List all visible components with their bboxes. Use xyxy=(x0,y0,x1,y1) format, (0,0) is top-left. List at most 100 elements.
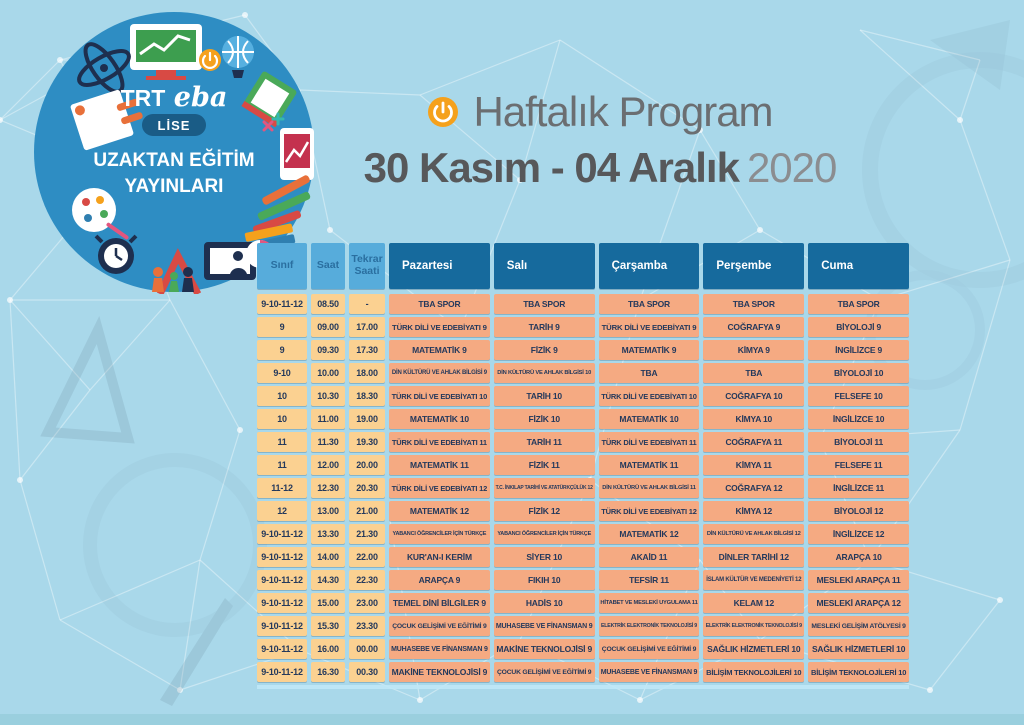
lesson-cell: DİN KÜLTÜRÜ VE AHLAK BİLGİSİ 12 xyxy=(703,524,805,544)
lesson-cell: MUHASEBE VE FİNANSMAN 9 xyxy=(389,639,490,659)
lesson-cell-label: MATEMATİK 9 xyxy=(621,345,677,355)
table-row: 9-10-11-12 13.30 21.30 YABANCI ÖĞRENCİLER İ… xyxy=(257,524,909,544)
atom-icon xyxy=(77,42,131,94)
table-row: 12 13.00 21.00 MATEMATİK 12 FİZİK 12 TÜRK DİL… xyxy=(257,501,909,521)
lesson-cell: SAĞLIK HİZMETLERİ 10 xyxy=(703,639,805,659)
table-row: 11 11.30 19.30 TÜRK DİLİ VE EDEBİYATI 11 TAR… xyxy=(257,432,909,452)
repeat-cell: 19.00 xyxy=(349,409,385,429)
lesson-cell-label: MAKİNE TEKNOLOJİSİ 9 xyxy=(496,644,593,654)
table-row: 11 12.00 20.00 MATEMATİK 11 FİZİK 11 MATEMATİ… xyxy=(257,455,909,475)
table-row: 9-10-11-12 14.00 22.00 KUR'AN-I KERİM SİYER … xyxy=(257,547,909,567)
lesson-cell-label: KİMYA 10 xyxy=(735,414,773,424)
lesson-cell-label: MATEMATİK 10 xyxy=(409,414,469,424)
lesson-cell: MUHASEBE VE FİNANSMAN 9 xyxy=(598,662,700,682)
lesson-cell-label: BİLİŞİM TEKNOLOJİLERİ 10 xyxy=(706,667,802,677)
lesson-cell-label: MUHASEBE VE FİNANSMAN 9 xyxy=(391,645,488,653)
class-cell: 9-10-11-12 xyxy=(257,639,307,659)
table-row: 9-10-11-12 16.30 00.30 MAKİNE TEKNOLOJİSİ 9… xyxy=(257,662,909,682)
time-cell: 09.00 xyxy=(311,317,345,337)
lesson-cell: COĞRAFYA 10 xyxy=(703,386,805,406)
page-title: Haftalık Program xyxy=(473,88,773,135)
lesson-cell: FİZİK 10 xyxy=(493,409,595,429)
palette-icon xyxy=(72,188,129,240)
lesson-cell: TARİH 11 xyxy=(493,432,595,452)
lesson-cell-label: ÇOCUK GELİŞİMİ VE EĞİTİMİ 9 xyxy=(497,668,592,676)
lesson-cell-label: ARAPÇA 10 xyxy=(835,552,882,562)
table-row: 9-10-11-12 16.00 00.00 MUHASEBE VE FİNANSMA… xyxy=(257,639,909,659)
lesson-cell-label: TÜRK DİLİ VE EDEBİYATI 9 xyxy=(601,322,697,332)
time-cell-label: 10.30 xyxy=(317,391,339,401)
repeat-cell: 23.00 xyxy=(349,593,385,613)
time-cell-label: 09.30 xyxy=(317,345,339,355)
lesson-cell-label: BİLİŞİM TEKNOLOJİLERİ 10 xyxy=(810,667,907,677)
lesson-cell-label: TBA SPOR xyxy=(627,299,670,309)
lesson-cell: FELSEFE 11 xyxy=(808,455,909,475)
notebook-icon xyxy=(241,71,297,128)
time-cell-label: 14.30 xyxy=(317,575,339,585)
lesson-cell-label: YABANCI ÖĞRENCİLER İÇİN TÜRKÇE xyxy=(497,531,592,537)
class-cell-label: 10 xyxy=(277,414,287,424)
lesson-cell-label: MAKİNE TEKNOLOJİSİ 9 xyxy=(391,667,488,677)
lesson-cell: AKAİD 11 xyxy=(598,547,700,567)
schedule-table: Sınıf Saat Tekrar Saati Pazartesi Salı Ç… xyxy=(257,243,909,685)
table-row: 9-10-11-12 14.30 22.30 ARAPÇA 9 FIKIH 10 TEFS… xyxy=(257,570,909,590)
lesson-cell: SİYER 10 xyxy=(493,547,595,567)
header-time: Saat xyxy=(311,243,345,289)
class-cell: 11-12 xyxy=(257,478,307,498)
class-cell: 9 xyxy=(257,317,307,337)
tablet-chart-icon xyxy=(280,128,314,180)
lesson-cell: YABANCI ÖĞRENCİLER İÇİN TÜRKÇE xyxy=(493,524,595,544)
header-tuesday: Salı xyxy=(493,243,595,289)
lesson-cell-label: İNGİLİZCE 11 xyxy=(833,483,885,493)
class-cell-label: 11 xyxy=(277,460,287,470)
repeat-cell-label: 17.30 xyxy=(356,345,378,355)
lesson-cell-label: FİZİK 9 xyxy=(530,345,558,355)
lesson-cell: MATEMATİK 11 xyxy=(598,455,700,475)
lesson-cell-label: TARİH 11 xyxy=(526,437,562,447)
class-cell-label: 9 xyxy=(279,322,285,332)
lesson-cell-label: KUR'AN-I KERİM xyxy=(406,552,472,562)
time-cell: 11.30 xyxy=(311,432,345,452)
lesson-cell-label: TÜRK DİLİ VE EDEBİYATI 10 xyxy=(601,391,697,401)
lesson-cell: FİZİK 11 xyxy=(493,455,595,475)
class-cell: 9-10-11-12 xyxy=(257,524,307,544)
lesson-cell: İNGİLİZCE 12 xyxy=(808,524,909,544)
class-cell-label: 9-10-11-12 xyxy=(261,598,303,608)
lesson-cell: BİYOLOJİ 9 xyxy=(808,317,909,337)
class-cell-label: 9-10-11-12 xyxy=(261,644,303,654)
time-cell-label: 11.30 xyxy=(317,437,339,447)
lesson-cell-label: DİN KÜLTÜRÜ VE AHLAK BİLGİSİ 10 xyxy=(497,370,592,376)
lesson-cell-label: TBA SPOR xyxy=(732,299,775,309)
lesson-cell: ELEKTRİK ELEKTRONİK TEKNOLOJİSİ 9 xyxy=(598,616,700,636)
time-cell-label: 15.00 xyxy=(317,598,339,608)
repeat-cell-label: - xyxy=(365,299,369,309)
lesson-cell: MAKİNE TEKNOLOJİSİ 9 xyxy=(389,662,490,682)
lesson-cell: COĞRAFYA 9 xyxy=(703,317,805,337)
lesson-cell-label: SİYER 10 xyxy=(526,552,563,562)
header-class: Sınıf xyxy=(257,243,307,289)
lesson-cell: TÜRK DİLİ VE EDEBİYATI 11 xyxy=(598,432,700,452)
lesson-cell-label: MATEMATİK 12 xyxy=(619,529,679,539)
repeat-cell-label: 22.30 xyxy=(356,575,378,585)
repeat-cell-label: 00.00 xyxy=(356,644,378,654)
lesson-cell: ÇOCUK GELİŞİMİ VE EĞİTİMİ 9 xyxy=(598,639,700,659)
lesson-cell: TBA SPOR xyxy=(598,294,700,314)
repeat-cell: 21.00 xyxy=(349,501,385,521)
power-dot-icon xyxy=(199,49,221,71)
header-friday: Cuma xyxy=(808,243,909,289)
lesson-cell-label: AKAİD 11 xyxy=(630,552,668,562)
lesson-cell-label: T.C. İNKILAP TARİHİ VE ATATÜRKÇÜLÜK 12 xyxy=(495,485,593,491)
lesson-cell: İSLAM KÜLTÜR VE MEDENİYETİ 12 xyxy=(703,570,805,590)
table-base-strip xyxy=(257,685,909,689)
class-cell: 11 xyxy=(257,455,307,475)
date-range-text: 30 Kasım - 04 Aralık xyxy=(363,144,740,191)
lesson-cell: KİMYA 10 xyxy=(703,409,805,429)
table-row: 9-10 10.00 18.00 DİN KÜLTÜRÜ VE AHLAK BİLGİ… xyxy=(257,363,909,383)
table-row: 9-10-11-12 15.30 23.30 ÇOCUK GELİŞİMİ VE EĞ… xyxy=(257,616,909,636)
globe-icon xyxy=(222,36,254,78)
lesson-cell-label: KİMYA 9 xyxy=(737,345,770,355)
power-icon xyxy=(428,97,459,127)
time-cell: 11.00 xyxy=(311,409,345,429)
lesson-cell-label: KELAM 12 xyxy=(733,598,775,608)
repeat-cell: 22.30 xyxy=(349,570,385,590)
